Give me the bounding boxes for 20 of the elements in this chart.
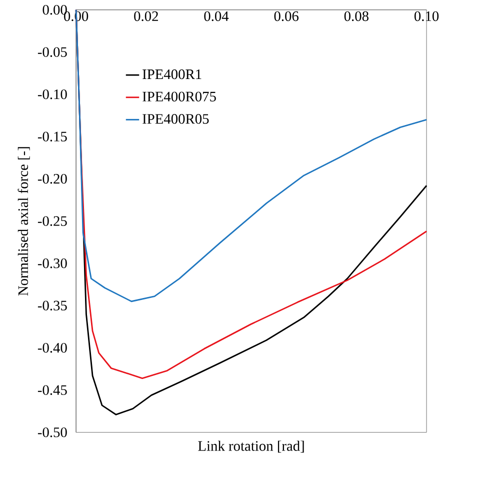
x-tick-label: 0.10 bbox=[414, 11, 438, 22]
y-tick-label: -0.10 bbox=[38, 89, 67, 100]
y-tick-label: -0.05 bbox=[38, 47, 67, 57]
x-axis-title: Link rotation [rad] bbox=[198, 440, 304, 453]
x-tick-label: 0.08 bbox=[344, 11, 368, 22]
y-tick-label: -0.20 bbox=[38, 174, 67, 184]
x-tick-label: 0.06 bbox=[274, 11, 298, 22]
y-tick-label: -0.40 bbox=[38, 342, 67, 353]
y-tick-label: -0.45 bbox=[38, 385, 67, 395]
y-tick-label: -0.50 bbox=[38, 427, 67, 438]
x-tick-label: 0.02 bbox=[134, 11, 158, 22]
y-tick-label: -0.25 bbox=[38, 216, 67, 226]
x-tick-label: 0.04 bbox=[204, 11, 229, 22]
legend-label: IPE400R1 bbox=[142, 69, 202, 80]
y-tick-label: -0.15 bbox=[38, 132, 67, 142]
y-tick-label: -0.30 bbox=[38, 258, 67, 268]
legend-label: IPE400R05 bbox=[142, 114, 209, 124]
y-tick-label: -0.35 bbox=[38, 300, 67, 310]
y-axis-title: Normalised axial force [-] bbox=[18, 147, 30, 296]
legend-label: IPE400R075 bbox=[142, 92, 216, 102]
